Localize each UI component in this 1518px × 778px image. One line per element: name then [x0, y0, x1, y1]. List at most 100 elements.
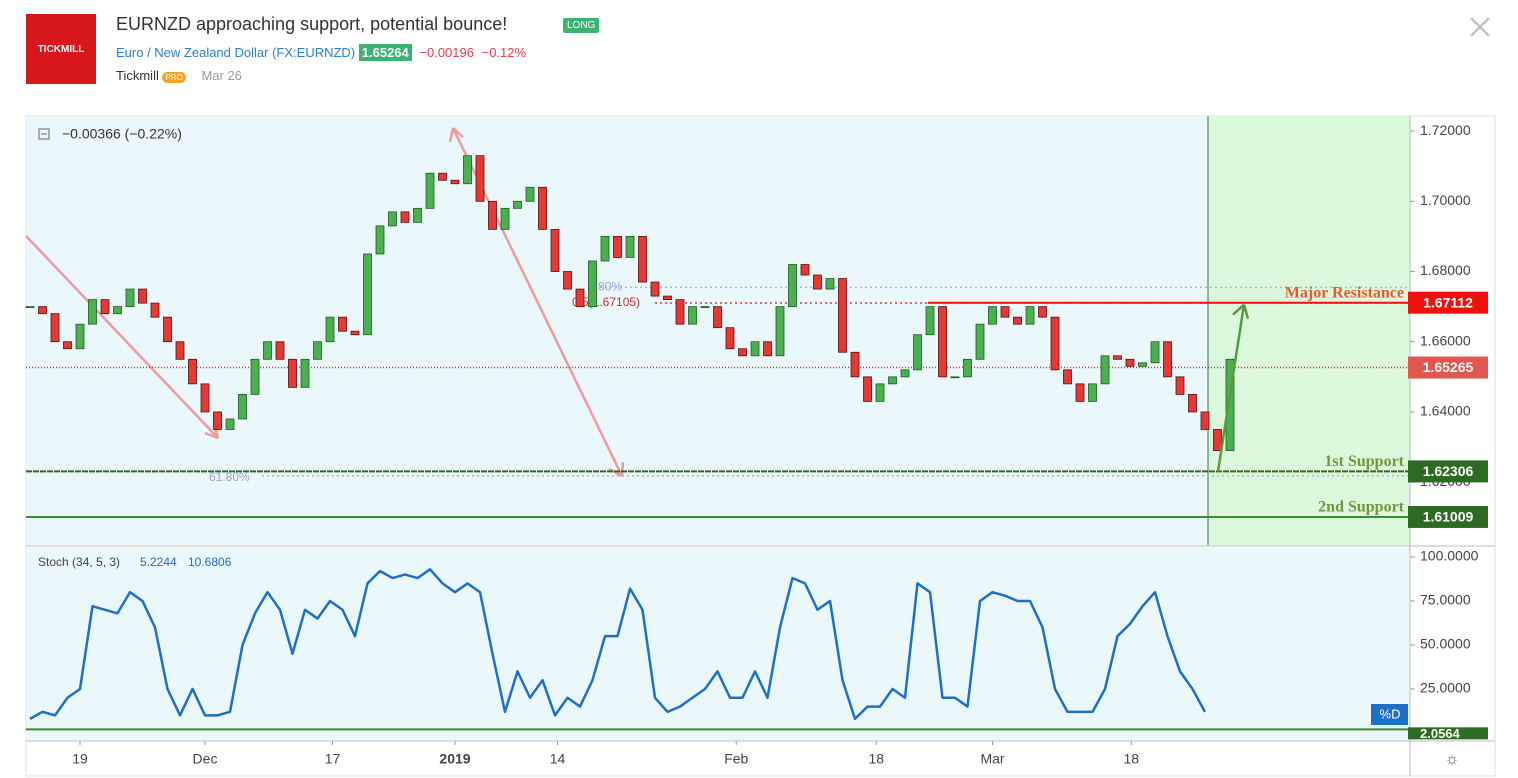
y-tick-label: 100.0000 [1420, 548, 1479, 564]
long-badge: LONG [563, 18, 600, 33]
candle-body [975, 323, 985, 360]
arrow-head [448, 127, 625, 478]
x-tick-label: 18 [868, 751, 884, 767]
candle-body [500, 207, 510, 230]
x-tick-label: Mar [980, 751, 1004, 767]
stoch-d: 10.6806 [188, 555, 232, 569]
candle-body [188, 358, 197, 385]
stoch-level-badge [1408, 727, 1488, 740]
change: −0.00196 [419, 45, 474, 60]
candle-body [925, 306, 935, 336]
price-badge-label: 1.62306 [1423, 463, 1474, 479]
candle-body [825, 278, 835, 290]
date: Mar 26 [201, 68, 242, 83]
candle-body [1163, 341, 1172, 378]
candle-body [938, 306, 947, 378]
price-badge [1408, 291, 1488, 314]
candle-body [38, 306, 47, 315]
collapse-icon[interactable] [38, 128, 50, 140]
candle-body [538, 186, 547, 230]
candle-body [1088, 383, 1097, 402]
candle-body [575, 288, 585, 308]
candle-body [200, 383, 210, 413]
candle-body [388, 211, 397, 227]
candle-body [838, 278, 847, 353]
title: EURNZD approaching support, potential bo… [116, 14, 508, 34]
candle-body [600, 236, 610, 262]
author-badge: PRO [162, 72, 186, 83]
candle-body [738, 348, 747, 357]
candle-body [1000, 306, 1010, 318]
candle-body [750, 341, 760, 357]
y-tick-label: 1.66000 [1420, 332, 1471, 348]
candle-body [788, 264, 797, 308]
candle-body [250, 358, 260, 395]
support-label: 2nd Support [1318, 499, 1404, 516]
candle-body [963, 358, 972, 378]
symbol[interactable]: (FX:EURNZD) [272, 45, 356, 60]
candle-body [800, 264, 810, 276]
header: TICKMILL EURNZD approaching support, pot… [0, 0, 1518, 110]
author[interactable]: Tickmill [116, 68, 159, 83]
settings-icon[interactable]: ☼ [1445, 751, 1460, 768]
candle-body [863, 376, 872, 402]
candle-body [450, 179, 460, 185]
candle-body [813, 274, 822, 290]
candle-body [1150, 341, 1160, 364]
candle-body [113, 306, 122, 315]
candle-body [400, 211, 410, 223]
candle-body [88, 299, 97, 325]
candle-body [650, 281, 660, 297]
x-tick-label: Dec [193, 751, 218, 767]
y-tick-label: 75.0000 [1420, 592, 1471, 608]
candle-body [1138, 362, 1147, 367]
candle-body [175, 341, 185, 360]
candle-body [525, 186, 535, 202]
y-tick-label: 50.0000 [1420, 636, 1471, 652]
stoch-k: 5.2244 [140, 555, 177, 569]
candle-body [425, 172, 435, 209]
candle-body [1038, 306, 1047, 318]
candle-body [1175, 376, 1185, 395]
stoch-title: Stoch (34, 5, 3) [38, 555, 120, 569]
price-badge [1408, 460, 1488, 483]
candle-body [875, 383, 885, 402]
y-tick-label: 1.68000 [1420, 262, 1471, 278]
candle-body [688, 306, 697, 325]
candle-body [475, 155, 485, 202]
candle-body [375, 225, 385, 255]
x-tick-label: 19 [72, 751, 88, 767]
fib-label: 61.80% [209, 470, 250, 484]
instrument[interactable]: Euro / New Zealand Dollar [116, 45, 269, 60]
stoch-level-label: 2.0564 [1420, 726, 1461, 741]
candle-body [363, 253, 372, 336]
candle-body [588, 260, 597, 308]
candle-body [675, 299, 685, 325]
candle-body [225, 418, 235, 430]
candle-body [950, 376, 960, 379]
forecast-arrow-head [1232, 303, 1250, 320]
candle-body [1200, 411, 1210, 430]
candle-body [1125, 358, 1135, 367]
candle-body [563, 271, 572, 290]
candle-body [100, 299, 110, 315]
close-button[interactable] [1469, 16, 1491, 38]
resistance-label: Major Resistance [1285, 284, 1404, 301]
candle-body [988, 306, 997, 325]
series-badge-label: %D [1380, 706, 1401, 721]
candle-body [413, 207, 422, 223]
candle-body [713, 306, 722, 329]
candle-body [238, 393, 247, 420]
candle-body [1075, 383, 1085, 402]
candle-body [275, 341, 285, 360]
logo-text: TICKMILL [37, 43, 85, 55]
candle-body [300, 358, 310, 388]
candle-body [138, 288, 147, 304]
candle-body [213, 411, 222, 430]
candle-body [1113, 355, 1122, 360]
candle-body [1213, 429, 1222, 451]
candle-body [763, 341, 772, 357]
candle-body [125, 288, 135, 308]
y-tick-label: 1.70000 [1420, 192, 1471, 208]
